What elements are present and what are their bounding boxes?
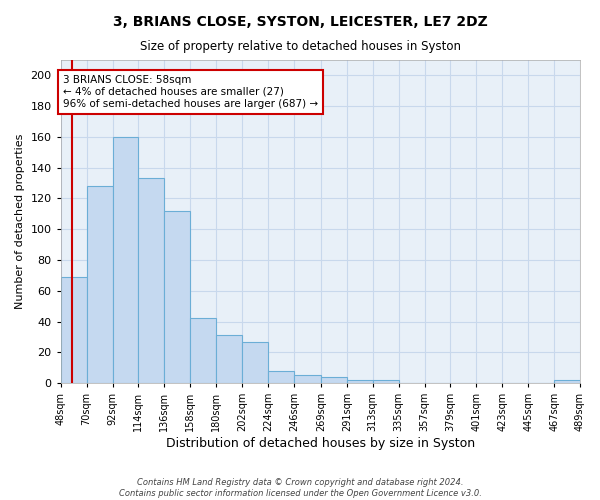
Bar — [347, 380, 373, 383]
Bar — [113, 137, 139, 383]
Bar — [321, 377, 347, 383]
Bar — [554, 380, 580, 383]
Bar — [164, 211, 190, 383]
Bar — [216, 336, 242, 383]
X-axis label: Distribution of detached houses by size in Syston: Distribution of detached houses by size … — [166, 437, 475, 450]
Bar — [268, 370, 294, 383]
Bar — [242, 342, 268, 383]
Bar — [61, 277, 86, 383]
Bar — [190, 318, 216, 383]
Bar — [373, 380, 398, 383]
Bar — [294, 376, 321, 383]
Bar — [86, 186, 113, 383]
Text: Contains HM Land Registry data © Crown copyright and database right 2024.
Contai: Contains HM Land Registry data © Crown c… — [119, 478, 481, 498]
Y-axis label: Number of detached properties: Number of detached properties — [15, 134, 25, 309]
Text: 3, BRIANS CLOSE, SYSTON, LEICESTER, LE7 2DZ: 3, BRIANS CLOSE, SYSTON, LEICESTER, LE7 … — [113, 15, 487, 29]
Text: 3 BRIANS CLOSE: 58sqm
← 4% of detached houses are smaller (27)
96% of semi-detac: 3 BRIANS CLOSE: 58sqm ← 4% of detached h… — [63, 76, 318, 108]
Text: Size of property relative to detached houses in Syston: Size of property relative to detached ho… — [139, 40, 461, 53]
Bar — [139, 178, 164, 383]
